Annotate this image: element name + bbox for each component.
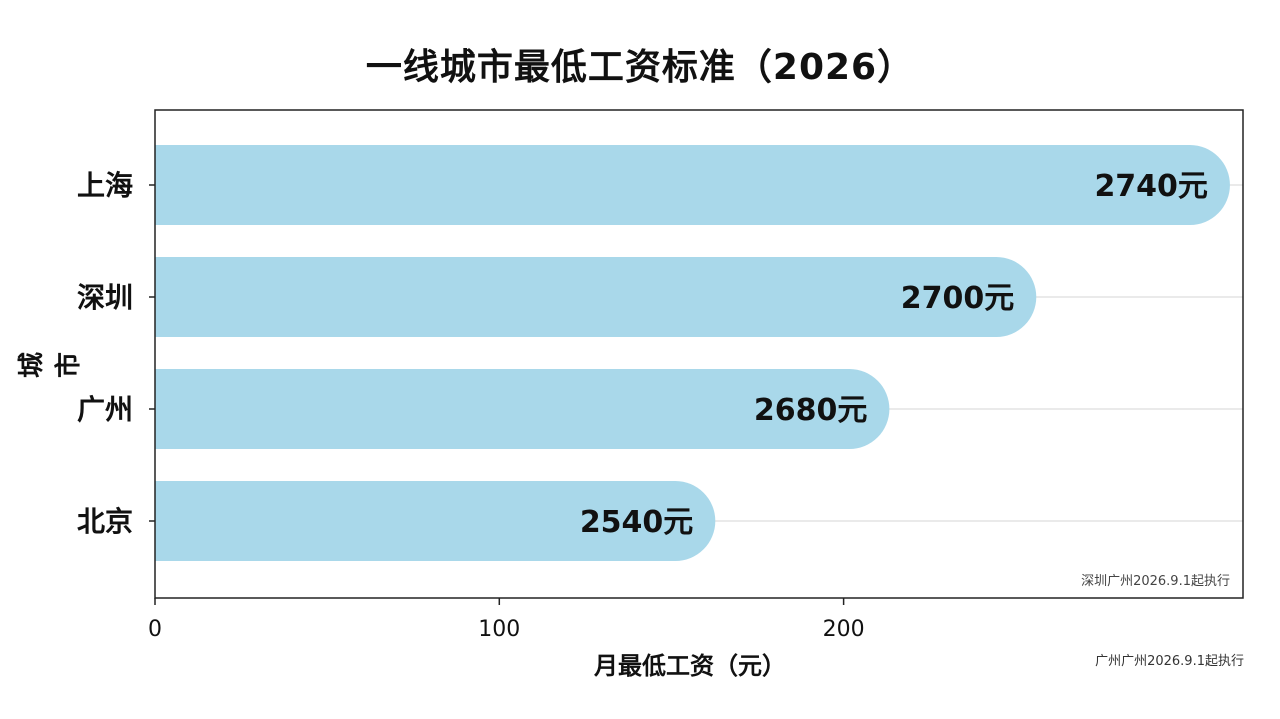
category-label: 深圳 bbox=[77, 281, 133, 314]
bar-广州 bbox=[155, 369, 890, 449]
category-label: 上海 bbox=[77, 169, 133, 202]
x-tick-label: 200 bbox=[823, 617, 865, 642]
bar-上海 bbox=[155, 145, 1230, 225]
bar-value-labels: 2740元 2700元 2680元 2540元 bbox=[580, 169, 1208, 540]
annotation-inner: 深圳广州2026.9.1起执行 bbox=[1081, 574, 1230, 589]
bar-value-label: 2740元 bbox=[1094, 169, 1208, 204]
plot-frame bbox=[154, 109, 1244, 599]
bar-北京 bbox=[155, 481, 716, 561]
bar-value-label: 2680元 bbox=[754, 393, 868, 428]
x-tick-label: 100 bbox=[478, 617, 520, 642]
category-label: 北京 bbox=[77, 505, 133, 538]
x-axis-ticks: 0 100 200 bbox=[148, 598, 865, 642]
grid-lines bbox=[155, 184, 1243, 522]
bar-value-label: 2700元 bbox=[901, 281, 1015, 316]
bar-value-label: 2540元 bbox=[580, 505, 694, 540]
x-tick-label: 0 bbox=[148, 617, 162, 642]
annotation-outer: 广州广州2026.9.1起执行 bbox=[1095, 654, 1244, 669]
y-axis-label: 城市 bbox=[17, 351, 84, 378]
bar-深圳 bbox=[155, 257, 1037, 337]
category-label: 广州 bbox=[77, 393, 133, 426]
bars bbox=[155, 145, 1230, 561]
chart-title: 一线城市最低工资标准（2026） bbox=[365, 47, 915, 88]
x-axis-label: 月最低工资（元） bbox=[594, 652, 786, 680]
